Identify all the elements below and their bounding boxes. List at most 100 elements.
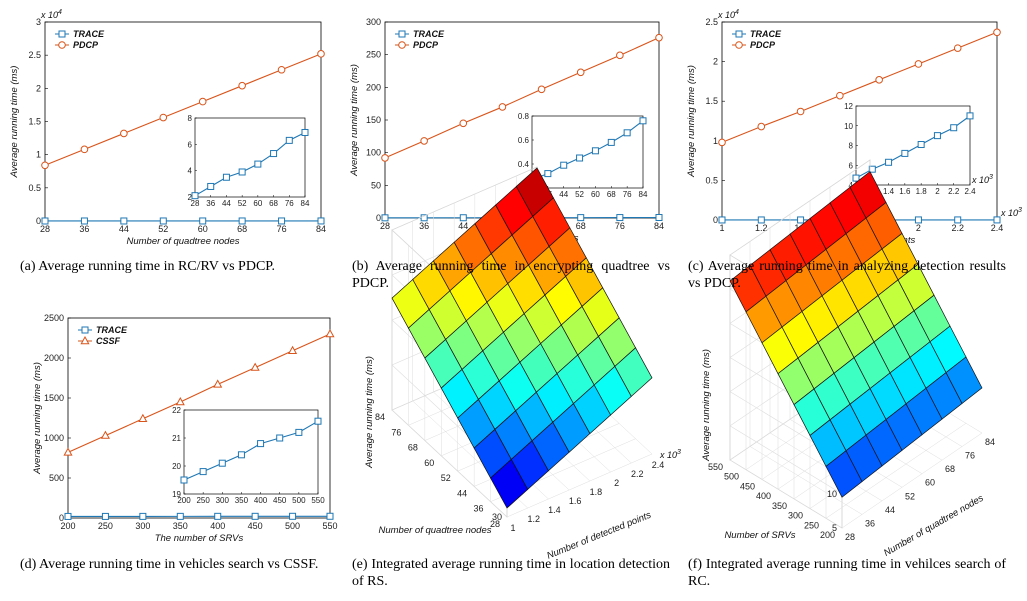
- series-line-pdcp: [44, 53, 322, 166]
- y-tick-label: 200: [820, 530, 835, 540]
- inset-data-point: [270, 150, 278, 158]
- inset-data-point: [560, 161, 568, 169]
- x-tick-label: 68: [945, 464, 955, 474]
- y-axis-label: Number of SRVs: [724, 530, 795, 541]
- inset-data-point: [285, 136, 293, 144]
- data-point-trace: [176, 512, 184, 520]
- inset-x-tick-label: 1.4: [883, 187, 895, 196]
- x-tick-label: 68: [576, 221, 586, 231]
- x-tick-label: 84: [985, 437, 995, 447]
- inset-data-point: [199, 468, 207, 476]
- y-tick-label: 36: [474, 504, 484, 514]
- y-tick-label: 52: [441, 473, 451, 483]
- legend-label-cssf: CSSF: [96, 336, 121, 346]
- y-tick-label: 150: [366, 115, 381, 125]
- legend-label-pdcp: PDCP: [413, 40, 439, 50]
- inset-data-point: [591, 147, 599, 155]
- x-tick-label: 36: [79, 224, 89, 234]
- y-tick-label: 1.5: [705, 96, 718, 106]
- x-tick-label: 1.6: [569, 496, 582, 506]
- inset-x-tick-label: 76: [623, 190, 632, 199]
- legend-marker: [398, 41, 406, 49]
- legend-marker: [58, 41, 66, 49]
- inset-y-tick-label: 6: [188, 140, 193, 149]
- inset-x-tick-label: 1.6: [899, 187, 911, 196]
- y-tick-label: 28: [490, 519, 500, 529]
- inset-y-tick-label: 6: [849, 161, 854, 170]
- x-tick-label: 76: [615, 221, 625, 231]
- inset-x-tick-label: 350: [235, 496, 249, 505]
- y-tick-label: 0: [59, 513, 64, 523]
- y-tick-label: 500: [49, 473, 64, 483]
- y-multiplier-label: x 104: [717, 9, 739, 20]
- inset-data-point: [276, 434, 284, 442]
- data-point-cssf: [250, 362, 260, 371]
- x-tick-label: 1.2: [755, 223, 768, 233]
- inset-y-tick-label: 2: [188, 193, 193, 202]
- data-point-trace: [278, 217, 286, 225]
- data-point-pdcp: [459, 119, 468, 128]
- data-point-trace: [459, 214, 467, 222]
- chart-e: 304560759011.21.41.61.822.22.42836445260…: [364, 166, 681, 562]
- data-point-trace: [139, 512, 147, 520]
- data-point-pdcp: [953, 44, 962, 52]
- data-point-cssf: [63, 447, 73, 456]
- data-point-trace: [797, 216, 805, 224]
- y-tick-label: 0: [376, 213, 381, 223]
- x-tick-label: 1.4: [548, 505, 561, 515]
- y-tick-label: 450: [740, 481, 755, 491]
- data-point-pdcp: [277, 65, 286, 74]
- inset-y-tick-label: 0.6: [518, 136, 530, 145]
- inset-chart: 200 250 300 350 400 450 500 550 19 20 21 22: [172, 406, 325, 505]
- data-point-trace: [317, 217, 325, 225]
- data-point-trace: [101, 512, 109, 520]
- y-axis-label: Number of quadtree nodes: [378, 525, 491, 536]
- data-point-trace: [655, 214, 663, 222]
- y-tick-label: 0.5: [28, 183, 41, 193]
- data-point-trace: [993, 216, 1001, 224]
- y-tick-label: 3: [36, 17, 41, 27]
- y-tick-label: 2.5: [28, 50, 41, 60]
- x-tick-label: 2: [614, 478, 619, 488]
- y-tick-label: 200: [366, 82, 381, 92]
- inset-y-tick-label: 8: [188, 114, 193, 123]
- y-tick-label: 1.5: [28, 117, 41, 127]
- inset-x-tick-label: 200: [177, 496, 191, 505]
- legend-label-pdcp: PDCP: [73, 40, 99, 50]
- x-axis-label: Number of quadtree nodes: [882, 493, 986, 559]
- x-tick-label: 28: [40, 224, 50, 234]
- y-tick-label: 2: [713, 57, 718, 67]
- inset-x-tick-label: 68: [269, 199, 278, 208]
- inset-x-tick-label: 60: [253, 199, 262, 208]
- data-point-trace: [80, 217, 88, 225]
- data-point-pdcp: [655, 33, 663, 42]
- y-tick-label: 100: [366, 148, 381, 158]
- data-point-trace: [381, 214, 389, 222]
- x-tick-label: 250: [98, 521, 113, 531]
- y-tick-label: 44: [457, 488, 467, 498]
- data-point-pdcp: [317, 50, 325, 58]
- data-point-pdcp: [238, 81, 246, 90]
- y-tick-label: 2: [36, 83, 41, 93]
- data-point-trace: [214, 512, 222, 520]
- data-point-pdcp: [498, 103, 507, 111]
- data-point-cssf: [138, 413, 148, 422]
- data-point-trace: [757, 216, 765, 224]
- inset-data-point: [885, 158, 893, 166]
- data-point-trace: [289, 512, 297, 520]
- inset-x-tick-label: 60: [591, 190, 600, 199]
- inset-x-tick-label: 84: [301, 199, 310, 208]
- inset-x-tick-label: 300: [216, 496, 230, 505]
- y-tick-label: 76: [391, 427, 401, 437]
- floor-grid-line: [506, 453, 653, 518]
- x-tick-label: 350: [173, 521, 188, 531]
- x-tick-label: 400: [210, 521, 225, 531]
- inset-data-point: [237, 451, 245, 459]
- x-tick-label: 1: [510, 523, 515, 533]
- y-tick-label: 1: [713, 136, 718, 146]
- series-line-cssf: [67, 333, 331, 453]
- y-tick-label: 1000: [44, 433, 64, 443]
- inset-x-tick-label: 2.4: [964, 187, 976, 196]
